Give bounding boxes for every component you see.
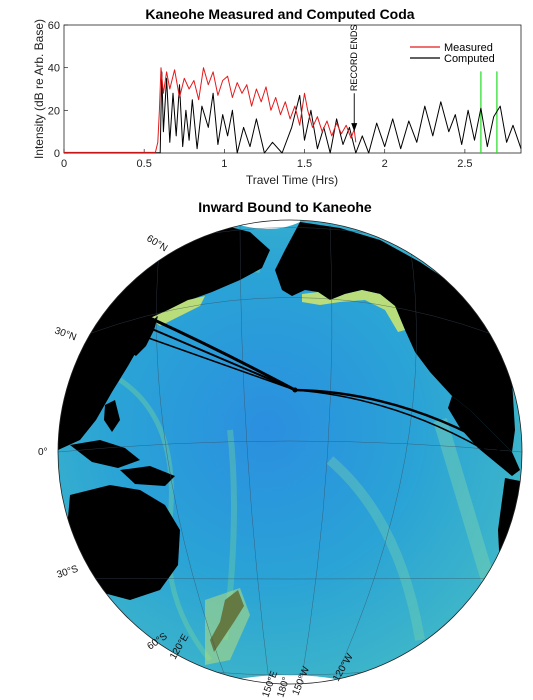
new-guinea bbox=[120, 466, 175, 486]
chart-title: Kaneohe Measured and Computed Coda bbox=[145, 6, 414, 22]
lat-label-60n: 60°N bbox=[144, 233, 169, 254]
lat-label-30s: 30°S bbox=[56, 564, 80, 581]
indonesia bbox=[70, 440, 140, 468]
x-tick-label: 2 bbox=[382, 158, 388, 170]
meridian-150w bbox=[299, 224, 333, 684]
y-tick-label: 0 bbox=[54, 148, 60, 160]
okhotsk-shelf bbox=[150, 296, 205, 326]
x-tick-label: 0.5 bbox=[137, 158, 152, 170]
philippines bbox=[104, 400, 120, 432]
x-tick-label: 1.5 bbox=[297, 158, 312, 170]
x-tick-labels: 0 0.5 1 1.5 2 2.5 bbox=[61, 149, 473, 170]
ray-path-japan-3 bbox=[139, 334, 296, 391]
y-tick-label: 20 bbox=[48, 105, 60, 117]
australia bbox=[66, 485, 180, 600]
lat-label-30n: 30°N bbox=[53, 325, 78, 343]
series-line-measured bbox=[64, 67, 357, 153]
record-ends-label: RECORD ENDS bbox=[349, 25, 359, 92]
y-tick-label: 60 bbox=[48, 20, 60, 32]
equator bbox=[58, 440, 522, 453]
x-tick-label: 1 bbox=[221, 158, 227, 170]
parallel-30n bbox=[59, 297, 521, 346]
x-tick-label: 2.5 bbox=[457, 158, 472, 170]
legend-label-computed: Computed bbox=[444, 53, 495, 65]
south-america bbox=[498, 478, 522, 600]
series-layer bbox=[64, 67, 522, 154]
lat-label-0: 0° bbox=[38, 447, 48, 458]
north-america bbox=[275, 222, 515, 452]
arctic-ice bbox=[230, 220, 300, 229]
alaska-shelf bbox=[302, 290, 405, 332]
x-axis-label: Travel Time (Hrs) bbox=[246, 173, 338, 187]
y-axis-label: Intensity (dB re Arb. Base) bbox=[32, 19, 46, 159]
y-tick-label: 40 bbox=[48, 63, 60, 75]
central-america bbox=[448, 396, 520, 476]
zealandia-shelf bbox=[205, 588, 250, 665]
meridian-150e bbox=[156, 239, 231, 684]
legend-label-measured: Measured bbox=[444, 42, 493, 54]
map-title: Inward Bound to Kaneohe bbox=[198, 199, 372, 215]
ray-path-america-2 bbox=[294, 389, 496, 457]
parallel-30s bbox=[59, 577, 521, 580]
ray-path-japan-2 bbox=[144, 325, 296, 391]
x-tick-label: 0 bbox=[61, 158, 67, 170]
ray-paths bbox=[139, 316, 501, 457]
meridian-120w bbox=[329, 244, 417, 684]
globe-map bbox=[57, 219, 523, 685]
series-line-computed bbox=[64, 71, 522, 154]
meridian-180 bbox=[239, 224, 271, 684]
legend-box bbox=[405, 39, 515, 67]
ray-path-america-1 bbox=[294, 388, 501, 452]
globe-outline bbox=[57, 219, 523, 685]
record-ends-arrowhead bbox=[351, 123, 358, 132]
ray-path-japan-1 bbox=[149, 316, 296, 392]
coda-plot: 0 20 40 60 0 0.5 1 1.5 2 2.5 RECORD ENDS Measure… bbox=[32, 19, 522, 187]
legend: Measured Computed bbox=[405, 39, 515, 67]
